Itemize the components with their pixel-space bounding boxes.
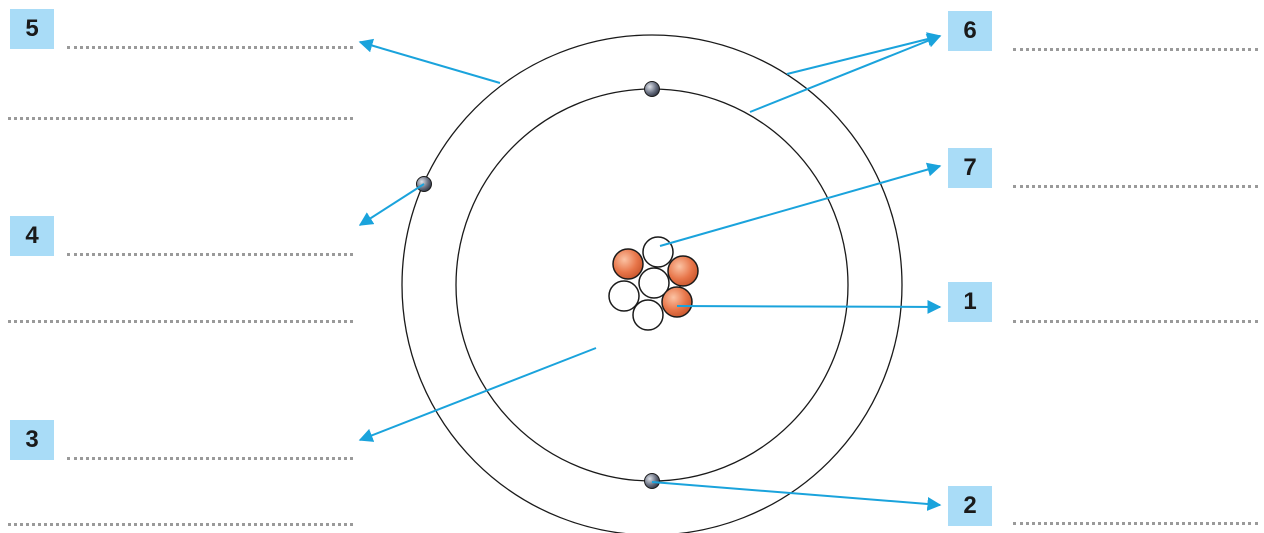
neutron <box>642 236 674 268</box>
answer-line-6[interactable] <box>1013 48 1258 51</box>
arrow-to-label-2 <box>651 481 942 511</box>
pointer-arrows <box>358 32 942 511</box>
answer-line-4[interactable] <box>67 253 353 256</box>
neutron <box>632 299 664 331</box>
arrow-to-label-7 <box>659 162 942 247</box>
arrow-to-label-4 <box>358 183 425 226</box>
arrow-to-label-6-inner <box>749 34 942 113</box>
label-7: 7 <box>948 148 992 188</box>
answer-line-7[interactable] <box>1013 185 1258 188</box>
proton <box>667 255 699 287</box>
answer-line-3-continued[interactable] <box>8 523 353 526</box>
label-3: 3 <box>10 420 54 460</box>
nucleus <box>608 236 699 331</box>
label-2: 2 <box>948 486 992 526</box>
arrow-to-label-6-outer <box>786 32 942 75</box>
label-5: 5 <box>10 9 54 49</box>
arrow-to-label-1 <box>676 299 942 314</box>
answer-line-2[interactable] <box>1013 522 1258 525</box>
neutron <box>608 280 640 312</box>
neutron <box>638 267 670 299</box>
answer-line-1[interactable] <box>1013 320 1258 323</box>
answer-line-4-continued[interactable] <box>8 320 353 323</box>
answer-line-5[interactable] <box>67 46 353 49</box>
label-4: 4 <box>10 216 54 256</box>
label-6: 6 <box>948 11 992 51</box>
arrow-to-label-5 <box>358 38 501 84</box>
electron-bottom <box>644 473 660 489</box>
answer-line-3[interactable] <box>67 457 353 460</box>
label-1: 1 <box>948 282 992 322</box>
proton <box>612 248 644 280</box>
proton <box>661 286 693 318</box>
outer-electron-shell <box>401 34 903 533</box>
electron-top <box>644 81 660 97</box>
arrow-to-label-3 <box>358 347 597 442</box>
answer-line-5-continued[interactable] <box>8 117 353 120</box>
